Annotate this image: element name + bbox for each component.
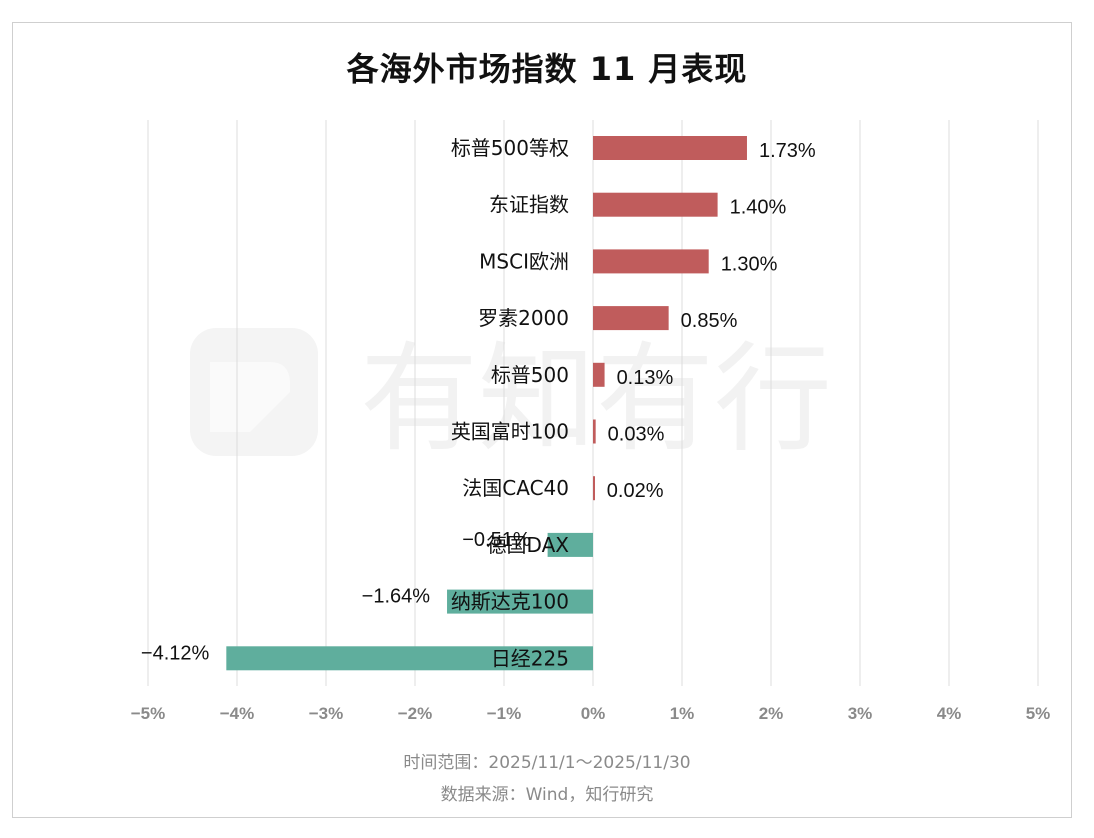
data-label: 1.73% xyxy=(759,140,816,162)
data-label: 1.30% xyxy=(721,253,778,275)
data-label: −0.51% xyxy=(462,529,531,551)
x-tick-label: 5% xyxy=(1026,704,1051,723)
category-label: 日经225 xyxy=(491,646,569,670)
bar xyxy=(593,249,709,274)
x-tick-label: 1% xyxy=(670,704,695,723)
bar xyxy=(547,532,593,557)
data-label: −1.64% xyxy=(362,586,431,608)
data-label: 0.02% xyxy=(607,480,664,502)
category-label: 德国DAX xyxy=(487,533,570,557)
bar xyxy=(593,136,747,160)
category-label: 东证指数 xyxy=(489,193,569,217)
footer-source: 数据来源：Wind，知行研究 xyxy=(440,785,654,805)
data-label: 0.13% xyxy=(617,367,674,389)
bar xyxy=(593,476,595,501)
data-label: 0.03% xyxy=(608,424,665,446)
x-tick-label: 2% xyxy=(759,704,784,723)
bar xyxy=(593,419,596,444)
x-tick-label: −1% xyxy=(487,704,522,723)
tick-layer: −5% −4% −3% −2% −1% 0% 1% 2% 3% 4% 5% xyxy=(131,704,1051,723)
category-label: 标普500 xyxy=(491,363,569,387)
category-label: 标普500等权 xyxy=(451,136,569,160)
data-label: 0.85% xyxy=(681,310,738,332)
x-tick-label: 0% xyxy=(581,704,606,723)
bar-layer xyxy=(226,136,747,671)
bar xyxy=(447,589,593,614)
category-label: 纳斯达克100 xyxy=(451,590,569,614)
chart-frame xyxy=(12,22,1072,818)
chart-title: 各海外市场指数 11 月表现 xyxy=(346,50,748,88)
x-tick-label: −4% xyxy=(220,704,255,723)
x-tick-label: −2% xyxy=(398,704,433,723)
category-label: MSCI欧洲 xyxy=(479,249,569,273)
category-label: 英国富时100 xyxy=(451,420,569,444)
bar xyxy=(593,362,605,387)
bar xyxy=(593,192,718,217)
data-label: 1.40% xyxy=(730,197,787,219)
label-layer: 标普500等权 1.73% 东证指数 1.40% MSCI欧洲 1.30% 罗素2000 0.… xyxy=(141,136,816,670)
data-label: −4.12% xyxy=(141,642,210,664)
category-label: 罗素2000 xyxy=(478,306,569,330)
footer-time-range: 时间范围：2025/11/1～2025/11/30 xyxy=(403,753,691,773)
category-label: 法国CAC40 xyxy=(462,476,569,500)
bar xyxy=(593,306,669,331)
x-tick-label: −5% xyxy=(131,704,166,723)
x-tick-label: 3% xyxy=(848,704,873,723)
bar xyxy=(226,646,593,671)
x-tick-label: 4% xyxy=(937,704,962,723)
x-tick-label: −3% xyxy=(309,704,344,723)
